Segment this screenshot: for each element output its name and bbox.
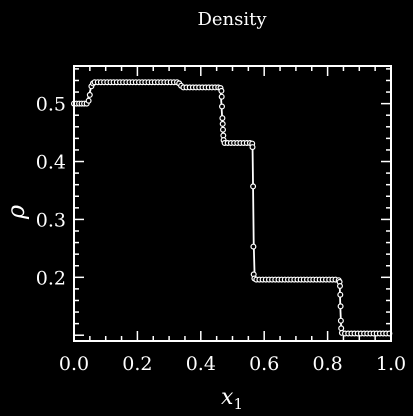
y-tick-label: 0.5: [36, 94, 66, 116]
x-tick-label: 0.0: [59, 353, 89, 375]
y-tick-label: 0.4: [36, 152, 66, 174]
y-tick-label: 0.2: [36, 267, 66, 289]
chart-title: Density: [197, 9, 267, 30]
data-point: [218, 93, 225, 100]
data-point: [250, 183, 257, 190]
data-point: [337, 317, 344, 324]
data-markers: [70, 79, 393, 337]
data-point: [85, 97, 92, 104]
data-point: [219, 120, 226, 127]
x-axis-label-subscript: 1: [233, 395, 243, 413]
data-point: [250, 243, 257, 250]
plot-frame: [73, 65, 392, 342]
data-point: [337, 283, 344, 290]
data-point: [337, 303, 344, 310]
data-point: [218, 87, 225, 94]
x-tick-label: 1.0: [376, 353, 406, 375]
x-tick-label: 0.4: [186, 353, 216, 375]
axis-tick-labels: 0.0 0.2 0.4 0.6 0.8 1.0 0.2 0.3 0.4 0.5: [36, 94, 406, 375]
data-point: [219, 115, 226, 122]
x-tick-label: 0.6: [249, 353, 279, 375]
x-tick-label: 0.8: [312, 353, 342, 375]
data-point: [219, 103, 226, 110]
data-point: [220, 126, 227, 133]
x-tick-label: 0.2: [122, 353, 152, 375]
data-point: [337, 291, 344, 298]
data-point: [338, 325, 345, 332]
data-point: [86, 91, 93, 98]
y-tick-label: 0.3: [36, 209, 66, 231]
y-axis-label: ρ: [2, 205, 30, 220]
x-axis-label-symbol: x: [221, 385, 234, 410]
data-point: [249, 144, 256, 151]
x-axis-label: x1: [221, 385, 243, 413]
